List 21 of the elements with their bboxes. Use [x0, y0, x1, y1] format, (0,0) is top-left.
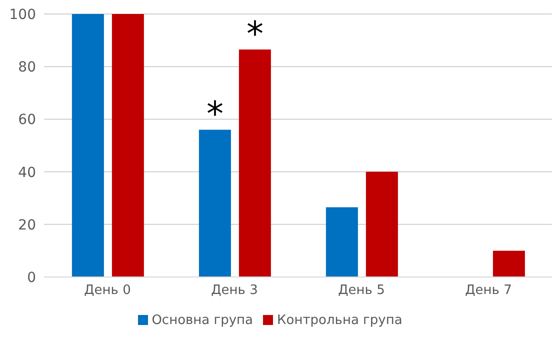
y-tick-label: 80 [18, 60, 36, 76]
legend-label: Основна група [152, 313, 254, 328]
y-tick-label: 0 [27, 270, 36, 286]
y-tick-label: 40 [18, 164, 36, 181]
bar [72, 14, 104, 277]
bar [198, 130, 231, 277]
y-tick-label: 100 [9, 6, 36, 23]
bar [326, 207, 358, 277]
annotation: * [246, 14, 264, 55]
bar [366, 172, 398, 277]
legend-label: Контрольна група [277, 313, 402, 328]
bar [238, 50, 271, 277]
x-tick-label: День 5 [338, 283, 385, 298]
y-tick-label: 20 [18, 217, 36, 234]
annotation: * [206, 94, 224, 135]
bar [112, 14, 144, 277]
x-tick-label: День 3 [211, 283, 258, 298]
y-tick-label: 60 [18, 112, 36, 128]
bar [492, 250, 525, 277]
x-tick-label: День 0 [84, 283, 131, 298]
x-tick-label: День 7 [465, 283, 512, 298]
